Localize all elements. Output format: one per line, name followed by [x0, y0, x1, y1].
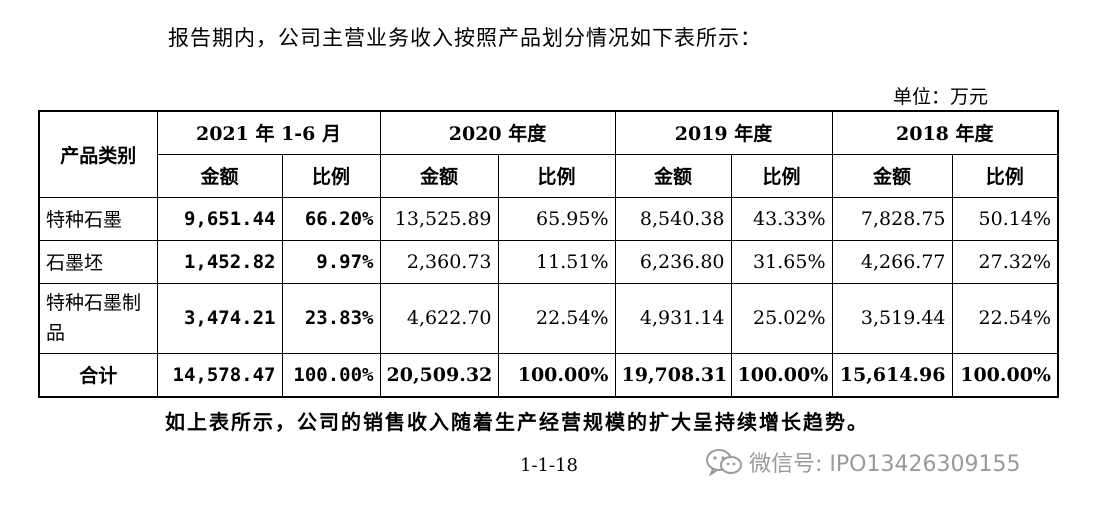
- page-number: 1-1-18: [520, 455, 578, 476]
- watermark: 微信号: IPO13426309155: [705, 446, 1020, 478]
- cell-value: 65.95%: [497, 196, 616, 241]
- cell-value: 8,540.38: [614, 196, 732, 241]
- cell-value: 6,236.80: [614, 239, 732, 284]
- amount-header: 金额: [614, 153, 732, 198]
- total-row: 合计 14,578.47 100.00% 20,509.32 100.00% 1…: [38, 352, 1059, 398]
- cell-value: 11.51%: [497, 239, 616, 284]
- cell-value: 1,452.82: [156, 239, 283, 284]
- cell-value: 43.33%: [730, 196, 833, 241]
- total-label: 合计: [38, 352, 158, 398]
- unit-label: 单位：万元: [893, 86, 989, 108]
- wechat-icon: [706, 449, 742, 476]
- amount-header: 金额: [379, 153, 499, 198]
- cell-value: 9.97%: [281, 239, 381, 284]
- watermark-text: 微信号: IPO13426309155: [749, 452, 1021, 477]
- cell-value: 3,474.21: [156, 282, 283, 354]
- row-category: 特种石墨制品: [38, 282, 158, 354]
- row-category: 特种石墨: [38, 196, 158, 241]
- amount-header: 金额: [831, 153, 953, 198]
- cell-value: 13,525.89: [379, 196, 499, 241]
- period-header: 2019 年度: [614, 110, 833, 155]
- ratio-header: 比例: [281, 153, 381, 198]
- total-value: 14,578.47: [156, 352, 283, 398]
- table-row: 特种石墨制品 3,474.21 23.83% 4,622.70 22.54% 4…: [38, 282, 1059, 354]
- cell-value: 66.20%: [281, 196, 381, 241]
- revenue-table: 产品类别 2021 年 1-6 月 2020 年度 2019 年度 2018 年…: [38, 110, 1059, 398]
- cell-value: 9,651.44: [156, 196, 283, 241]
- cell-value: 27.32%: [951, 239, 1059, 284]
- cell-value: 31.65%: [730, 239, 833, 284]
- cell-value: 2,360.73: [379, 239, 499, 284]
- total-value: 100.00%: [730, 352, 833, 398]
- total-value: 100.00%: [281, 352, 381, 398]
- period-header: 2021 年 1-6 月: [156, 110, 381, 155]
- total-value: 100.00%: [951, 352, 1059, 398]
- cell-value: 25.02%: [730, 282, 833, 354]
- cell-value: 4,266.77: [831, 239, 953, 284]
- total-value: 100.00%: [497, 352, 616, 398]
- total-value: 15,614.96: [831, 352, 953, 398]
- cell-value: 3,519.44: [831, 282, 953, 354]
- cell-value: 4,931.14: [614, 282, 732, 354]
- period-header: 2018 年度: [831, 110, 1059, 155]
- amount-header: 金额: [156, 153, 283, 198]
- cell-value: 22.54%: [497, 282, 616, 354]
- conclusion-paragraph: 如上表所示，公司的销售收入随着生产经营规模的扩大呈持续增长趋势。: [165, 410, 869, 434]
- row-category: 石墨坯: [38, 239, 158, 284]
- ratio-header: 比例: [497, 153, 616, 198]
- table-row: 特种石墨 9,651.44 66.20% 13,525.89 65.95% 8,…: [38, 196, 1059, 241]
- total-value: 20,509.32: [379, 352, 499, 398]
- table-row: 石墨坯 1,452.82 9.97% 2,360.73 11.51% 6,236…: [38, 239, 1059, 284]
- intro-paragraph: 报告期内，公司主营业务收入按照产品划分情况如下表所示：: [168, 26, 762, 50]
- total-value: 19,708.31: [614, 352, 732, 398]
- ratio-header: 比例: [951, 153, 1059, 198]
- cell-value: 7,828.75: [831, 196, 953, 241]
- cell-value: 22.54%: [951, 282, 1059, 354]
- cell-value: 4,622.70: [379, 282, 499, 354]
- ratio-header: 比例: [730, 153, 833, 198]
- period-header: 2020 年度: [379, 110, 616, 155]
- cell-value: 23.83%: [281, 282, 381, 354]
- category-header: 产品类别: [38, 110, 158, 198]
- cell-value: 50.14%: [951, 196, 1059, 241]
